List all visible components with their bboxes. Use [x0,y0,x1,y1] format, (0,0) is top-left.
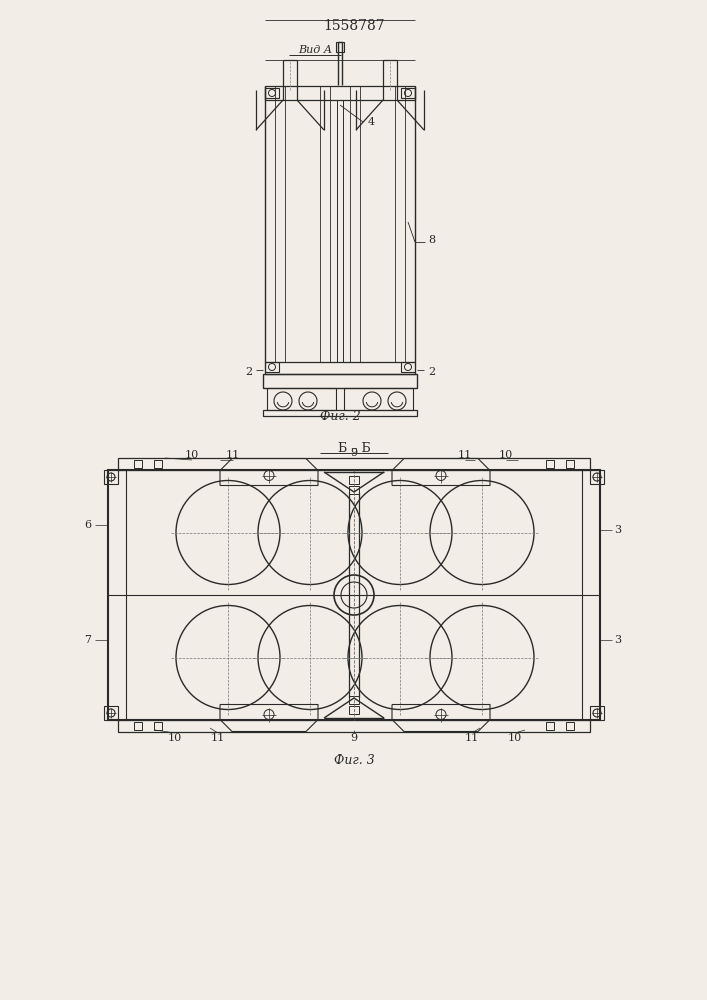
Bar [349,706,359,714]
Text: Фиг. 2: Фиг. 2 [320,410,361,424]
Bar [134,460,142,468]
Text: 10: 10 [168,733,182,743]
Text: 8: 8 [428,235,435,245]
Text: 10: 10 [508,733,522,743]
Text: 10: 10 [185,450,199,460]
Bar [401,362,415,372]
Bar [118,720,590,732]
Text: 9: 9 [351,448,358,458]
Text: 3: 3 [614,635,621,645]
Text: 11: 11 [458,450,472,460]
Bar [134,722,142,730]
Bar [267,388,336,410]
Bar [590,706,604,720]
Text: 11: 11 [211,733,225,743]
Text: Вид А: Вид А [298,45,332,55]
Bar [104,470,118,484]
Text: 3: 3 [614,525,621,535]
Bar [108,470,600,720]
Bar [349,486,359,494]
Text: 2: 2 [428,367,435,377]
Bar [349,476,359,484]
Bar [104,706,118,720]
Bar [566,460,574,468]
Text: 11: 11 [226,450,240,460]
Bar [344,388,413,410]
Bar [590,470,604,484]
Bar [546,722,554,730]
Text: Фиг. 3: Фиг. 3 [334,754,375,766]
Bar [336,42,344,52]
Text: 11: 11 [465,733,479,743]
Bar [401,88,415,98]
Bar [265,362,415,374]
Bar [265,362,279,372]
Bar [118,458,590,470]
Text: 6: 6 [84,520,92,530]
Bar [265,86,415,100]
Bar [154,722,162,730]
Bar [546,460,554,468]
Bar [263,374,417,388]
Text: 1558787: 1558787 [323,19,385,33]
Text: 7: 7 [85,635,91,645]
Bar [154,460,162,468]
Bar [566,722,574,730]
Text: 9: 9 [351,733,358,743]
Bar [349,696,359,704]
Text: 10: 10 [499,450,513,460]
Bar [265,88,279,98]
Text: 4: 4 [368,117,375,127]
Bar [263,410,417,416]
Text: Б – Б: Б – Б [338,442,370,454]
Text: 2: 2 [245,367,252,377]
